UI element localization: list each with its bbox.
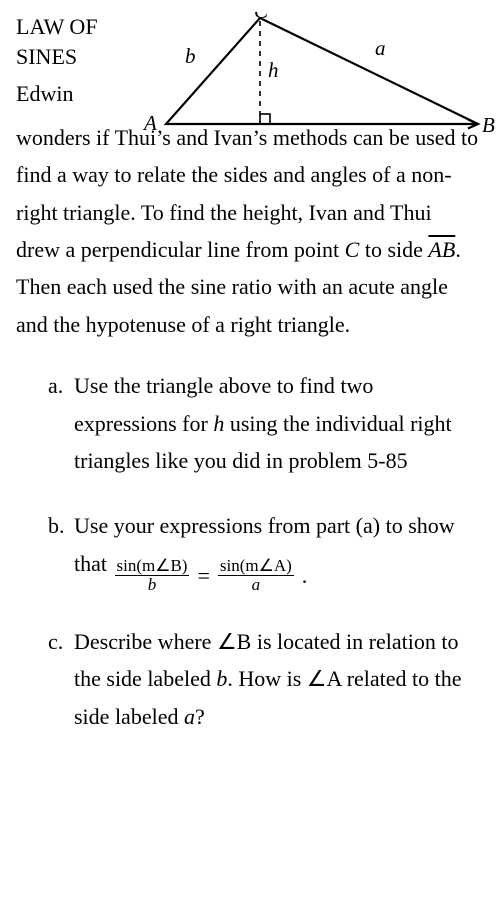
triangle-diagram: A B Cb a h — [126, 12, 496, 137]
part-b-marker: b. — [48, 507, 65, 544]
frac-right-num: sin(m∠A) — [218, 557, 294, 576]
side-a: a — [184, 704, 195, 729]
parts-list: a. Use the triangle above to find two ex… — [16, 367, 480, 735]
part-b: b. Use your expressions from part (a) to… — [48, 507, 480, 595]
part-b-equation: sin(m∠B) b = sin(m∠A) a . — [113, 557, 308, 595]
part-c-text-3: . How is — [227, 666, 306, 691]
svg-text:b: b — [185, 44, 196, 68]
equals-sign: = — [197, 557, 209, 594]
svg-text:B: B — [482, 113, 495, 137]
triangle-svg: A B Cb a h — [126, 12, 496, 137]
header-region: LAW OF SINES ABCbah — [16, 12, 480, 71]
svg-text:a: a — [375, 36, 386, 60]
frac-left-den: b — [115, 575, 190, 595]
point-C: C — [345, 237, 360, 262]
side-b: b — [216, 666, 227, 691]
svg-text:A: A — [142, 111, 157, 135]
title-block: LAW OF SINES — [16, 12, 136, 71]
part-a: a. Use the triangle above to find two ex… — [48, 367, 480, 479]
title-line-1: LAW OF — [16, 12, 136, 42]
equation-period: . — [302, 557, 308, 594]
title-line-2: SINES — [16, 42, 136, 72]
angle-B: ∠B — [217, 629, 251, 654]
angle-A: ∠A — [307, 666, 341, 691]
part-c-text-1: Describe where — [74, 629, 217, 654]
intro-wonders: wonders if — [16, 125, 109, 150]
part-c-marker: c. — [48, 623, 63, 660]
part-a-marker: a. — [48, 367, 63, 404]
part-a-h: h — [213, 411, 224, 436]
body-paragraph: Thui’s and Ivan’s methods can be used to… — [16, 125, 478, 337]
part-c-text-5: ? — [195, 704, 205, 729]
frac-left-num: sin(m∠B) — [115, 557, 190, 576]
segment-AB: AB — [428, 237, 455, 262]
svg-text:C: C — [254, 12, 269, 23]
frac-right-den: a — [218, 575, 294, 595]
fraction-right: sin(m∠A) a — [218, 557, 294, 595]
fraction-left: sin(m∠B) b — [115, 557, 190, 595]
svg-text:h: h — [268, 58, 279, 82]
part-c: c. Describe where ∠B is located in relat… — [48, 623, 480, 735]
body-text-2: to side — [359, 237, 428, 262]
